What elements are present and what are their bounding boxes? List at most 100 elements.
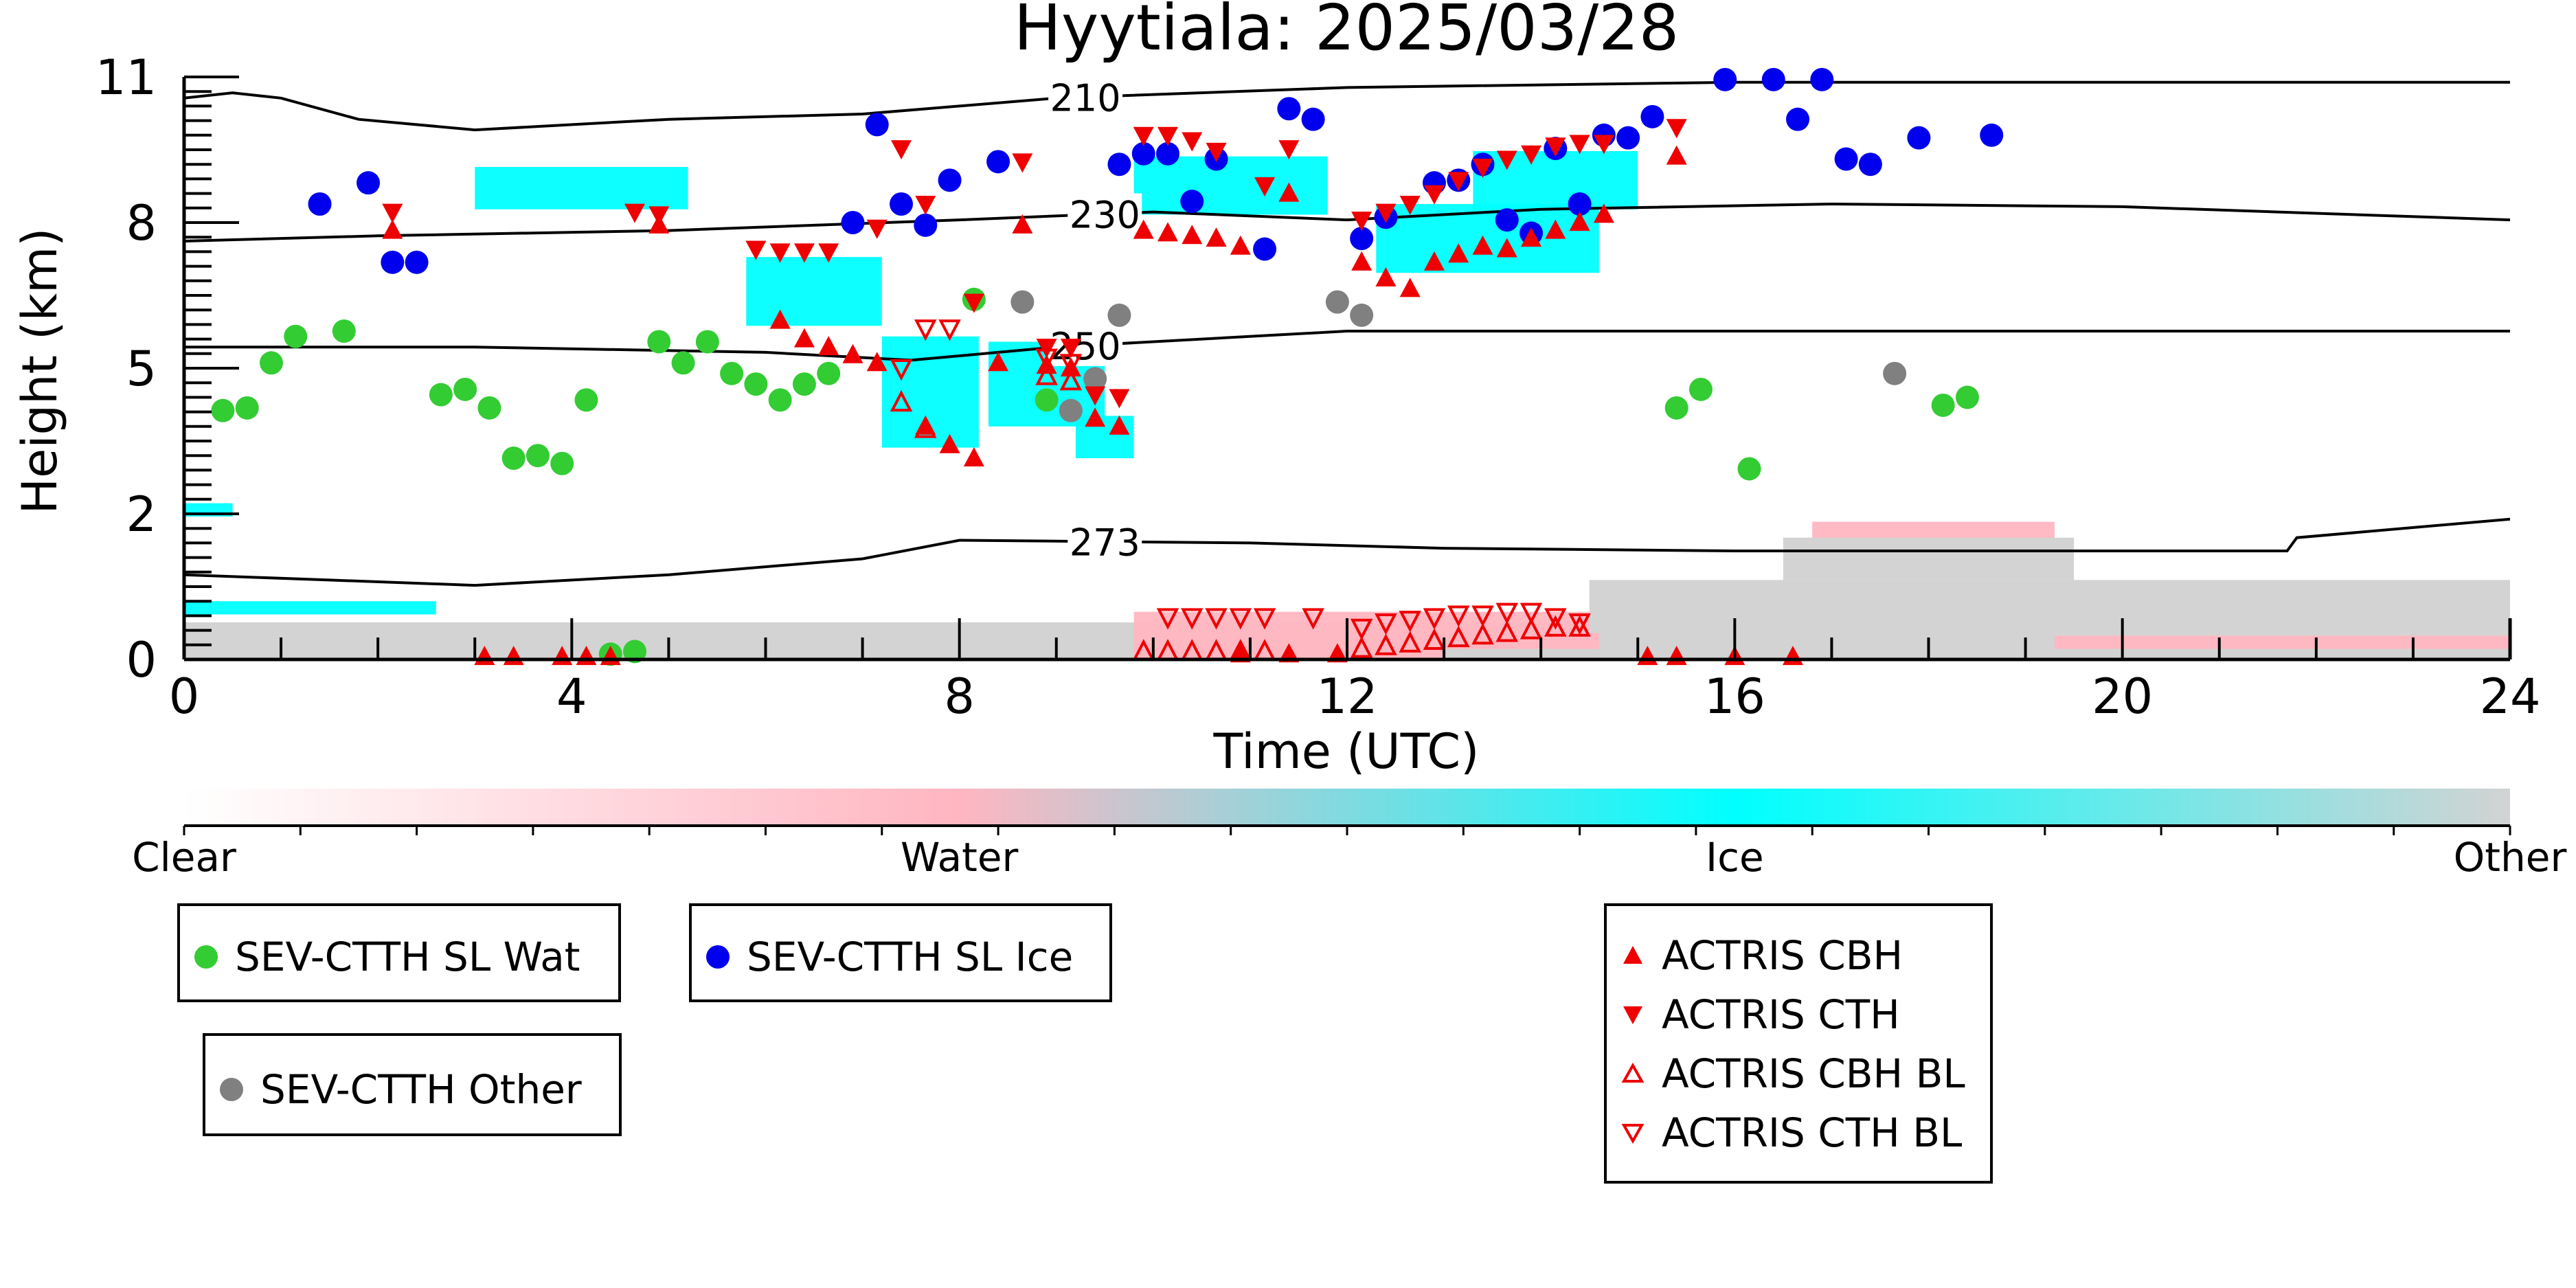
marker-actris-cth-bl <box>1156 608 1179 630</box>
marker-sev-ctth-sl-ice <box>865 113 889 137</box>
marker-actris-cbh <box>1521 227 1542 247</box>
marker-actris-cth <box>1157 126 1178 146</box>
marker-actris-cth <box>769 243 791 263</box>
marker-sev-ctth-sl-wat <box>526 444 550 468</box>
marker-actris-cbh-bl <box>1423 628 1446 651</box>
contour-label-250: 250 <box>1050 325 1121 368</box>
marker-sev-ctth-sl-wat <box>744 372 768 396</box>
marker-actris-cth <box>624 203 646 223</box>
marker-actris-cbh-bl <box>1375 633 1397 655</box>
marker-sev-ctth-sl-ice <box>890 192 914 216</box>
marker-sev-ctth-sl-ice <box>1180 190 1204 214</box>
marker-actris-cth <box>1278 140 1300 160</box>
marker-actris-cth-bl <box>1423 608 1446 630</box>
blue-circle-icon <box>706 945 730 969</box>
red-open-triangle-up-icon <box>1621 1062 1645 1083</box>
marker-sev-ctth-sl-ice <box>1277 97 1301 121</box>
contour-label-bg <box>1067 193 1142 235</box>
y-tick-label: 2 <box>126 486 157 543</box>
classification-region-other <box>1783 537 2075 580</box>
colorbar-labels: Clear Water Ice Other <box>132 834 2566 881</box>
marker-actris-cth <box>1133 126 1154 146</box>
marker-actris-cth-bl <box>1568 613 1591 635</box>
classification-region-water <box>1395 611 1599 649</box>
marker-actris-cbh <box>1666 145 1687 165</box>
marker-actris-cbh-bl <box>1519 618 1543 640</box>
marker-sev-ctth-other <box>1010 290 1035 314</box>
marker-sev-ctth-sl-ice <box>1980 123 2004 147</box>
marker-actris-cbh-bl <box>1350 636 1373 658</box>
y-tick-label: 5 <box>126 341 157 397</box>
marker-sev-ctth-sl-ice <box>308 192 332 216</box>
marker-sev-ctth-sl-wat <box>1664 396 1688 420</box>
marker-actris-cbh <box>1423 251 1445 271</box>
marker-actris-cth <box>1375 203 1397 223</box>
marker-sev-ctth-other <box>1107 303 1131 327</box>
marker-sev-ctth-sl-ice <box>1858 152 1882 177</box>
marker-actris-cth <box>818 243 839 263</box>
gray-circle-icon <box>220 1078 243 1101</box>
marker-actris-cth <box>1472 159 1493 179</box>
y-axis-label: Height (km) <box>12 228 68 515</box>
contour-210 <box>184 80 2510 132</box>
marker-actris-cth <box>1521 145 1542 165</box>
marker-sev-ctth-sl-wat <box>671 351 695 375</box>
marker-actris-cbh <box>1472 235 1493 255</box>
marker-sev-ctth-other <box>1059 398 1083 422</box>
marker-actris-cbh <box>1157 222 1178 242</box>
x-axis-label: Time (UTC) <box>1213 723 1480 780</box>
marker-actris-cbh-bl <box>1399 631 1421 653</box>
marker-actris-cth <box>1666 119 1687 139</box>
marker-sev-ctth-sl-ice <box>1713 67 1737 91</box>
classification-region-ice <box>1473 150 1638 210</box>
chart-title: Hyytiala: 2025/03/28 <box>1014 0 1680 65</box>
marker-sev-ctth-sl-ice <box>1640 104 1664 128</box>
marker-actris-cbh <box>1085 407 1106 427</box>
x-tick-label: 20 <box>2092 668 2153 725</box>
marker-actris-cth <box>1496 150 1517 170</box>
marker-actris-cbh-bl <box>1035 363 1058 385</box>
red-open-triangle-down-icon <box>1621 1124 1645 1144</box>
marker-sev-ctth-sl-wat <box>550 451 574 475</box>
marker-actris-cth <box>1012 153 1033 173</box>
classification-region-ice <box>746 257 882 326</box>
marker-sev-ctth-sl-ice <box>1761 67 1785 91</box>
legend-label-actris-cbh-bl: ACTRIS CBH BL <box>1662 1050 1965 1097</box>
marker-sev-ctth-other <box>1350 303 1374 327</box>
legend-label-sev-wat: SEV-CTTH SL Wat <box>235 934 580 980</box>
marker-sev-ctth-sl-ice <box>1568 192 1592 216</box>
marker-sev-ctth-sl-wat <box>1931 393 1955 417</box>
marker-sev-ctth-sl-ice <box>405 250 429 274</box>
marker-sev-ctth-sl-ice <box>1155 142 1179 166</box>
marker-actris-cbh <box>1569 212 1590 231</box>
marker-actris-cth <box>915 196 936 216</box>
marker-actris-cth-bl <box>1495 602 1519 624</box>
contour-250 <box>184 330 2510 362</box>
y-tick-label: 11 <box>95 49 157 106</box>
colorbar-label: Clear <box>132 834 236 881</box>
marker-sev-ctth-sl-ice <box>1495 208 1519 232</box>
colorbar <box>184 789 2510 824</box>
contour-230 <box>184 202 2510 242</box>
marker-sev-ctth-sl-wat <box>792 372 816 396</box>
marker-actris-cbh <box>1012 214 1033 234</box>
y-tick-label: 0 <box>126 632 157 688</box>
marker-sev-ctth-sl-ice <box>1131 142 1155 166</box>
marker-actris-cth-bl <box>1399 611 1421 633</box>
marker-actris-cbh-bl <box>1544 615 1567 637</box>
marker-actris-cth-bl <box>1059 354 1083 376</box>
marker-actris-cbh-bl <box>1495 620 1519 642</box>
marker-sev-ctth-sl-wat <box>211 398 235 422</box>
legend-actris: ACTRIS CBH ACTRIS CTH ACTRIS CBH BL ACTR… <box>1604 903 1993 1184</box>
legend-sev-other: SEV-CTTH Other <box>203 1033 622 1136</box>
marker-sev-ctth-sl-wat <box>284 324 308 348</box>
contour-label-210: 210 <box>1050 76 1121 120</box>
legend-label-sev-ice: SEV-CTTH SL Ice <box>747 934 1074 980</box>
marker-actris-cbh <box>1448 243 1469 263</box>
temperature-contours: 210 230 250 273 <box>184 76 2510 587</box>
marker-actris-cth-bl <box>1471 605 1494 627</box>
marker-sev-ctth-sl-wat <box>1688 377 1713 401</box>
marker-actris-cbh <box>1109 415 1130 435</box>
marker-actris-cth <box>1399 196 1421 216</box>
marker-sev-ctth-sl-wat <box>623 640 647 664</box>
